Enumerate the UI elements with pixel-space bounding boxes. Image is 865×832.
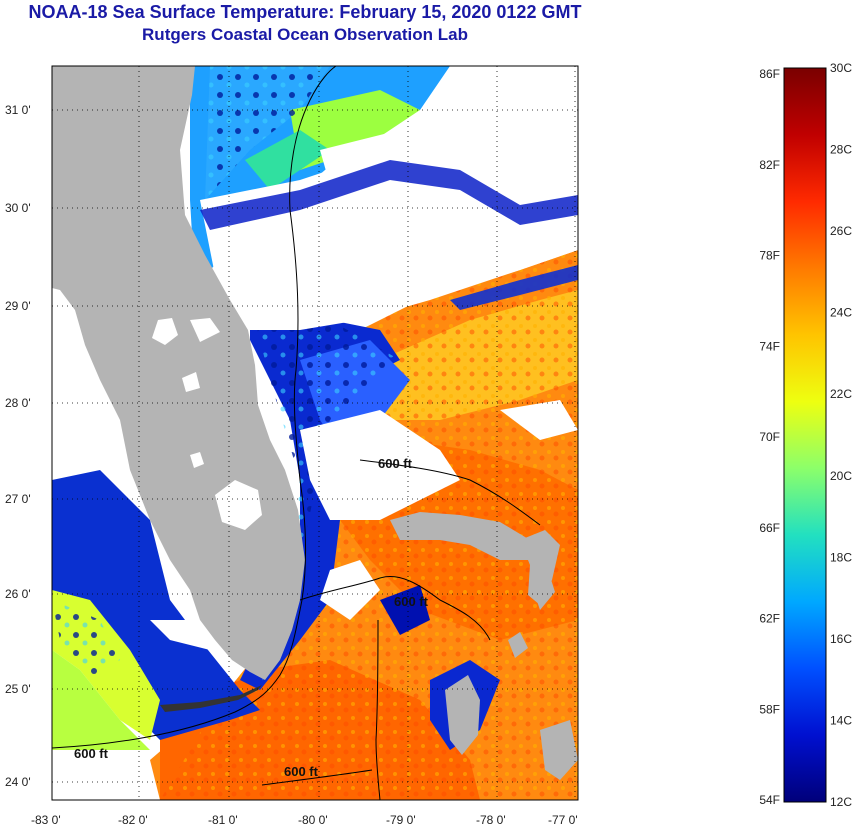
grand-bahama [390, 512, 530, 560]
lat-label: 27 0' [5, 492, 31, 506]
colorbar-celsius-label: 14C [830, 713, 852, 727]
map-title: NOAA-18 Sea Surface Temperature: Februar… [28, 2, 582, 22]
contour-label-600ft: 600 ft [74, 746, 109, 761]
lon-label: -77 0' [548, 813, 578, 827]
colorbar-celsius-label: 28C [830, 143, 852, 157]
colorbar-celsius-label: 22C [830, 387, 852, 401]
colorbar-fahrenheit-label: 58F [759, 702, 780, 716]
lat-label: 28 0' [5, 396, 31, 410]
lon-label: -83 0' [31, 813, 61, 827]
lon-label: -80 0' [298, 813, 328, 827]
colorbar-gradient [783, 67, 827, 803]
lon-label: -81 0' [208, 813, 238, 827]
sst-map: 600 ft 600 ft 600 ft 600 ft 31 0' 30 0' … [5, 65, 579, 827]
andros [445, 675, 480, 755]
colorbar-celsius-label: 12C [830, 795, 852, 809]
lon-label: -79 0' [386, 813, 416, 827]
lat-label: 31 0' [5, 103, 31, 117]
map-subtitle: Rutgers Coastal Ocean Observation Lab [142, 25, 468, 44]
contour-label-600ft: 600 ft [284, 764, 319, 779]
colorbar-fahrenheit-label: 82F [759, 158, 780, 172]
colorbar-celsius-label: 20C [830, 469, 852, 483]
temperature-colorbar: 86F 82F 78F 74F 70F 66F 62F 58F 54F 30C 28C 26C 24C… [759, 61, 852, 809]
colorbar-celsius-label: 30C [830, 61, 852, 75]
colorbar-fahrenheit-label: 86F [759, 67, 780, 81]
sst-imagery [52, 66, 578, 800]
lat-label: 25 0' [5, 682, 31, 696]
lat-label: 26 0' [5, 587, 31, 601]
colorbar-fahrenheit-label: 78F [759, 249, 780, 263]
colorbar-celsius-label: 18C [830, 550, 852, 564]
colorbar-celsius-label: 26C [830, 224, 852, 238]
colorbar-fahrenheit-label: 66F [759, 521, 780, 535]
lon-label: -78 0' [476, 813, 506, 827]
contour-label-600ft: 600 ft [378, 456, 413, 471]
colorbar-celsius-label: 16C [830, 632, 852, 646]
lat-label: 30 0' [5, 201, 31, 215]
lon-label: -82 0' [118, 813, 148, 827]
colorbar-fahrenheit-label: 74F [759, 339, 780, 353]
abaco [520, 530, 560, 605]
colorbar-fahrenheit-label: 70F [759, 430, 780, 444]
lat-label: 24 0' [5, 775, 31, 789]
lake-okeechobee [215, 480, 262, 530]
colorbar-fahrenheit-label: 62F [759, 612, 780, 626]
lat-label: 29 0' [5, 299, 31, 313]
map-frame [51, 65, 579, 801]
colorbar-fahrenheit-label: 54F [759, 793, 780, 807]
colorbar-celsius-label: 24C [830, 306, 852, 320]
contour-label-600ft: 600 ft [394, 594, 429, 609]
